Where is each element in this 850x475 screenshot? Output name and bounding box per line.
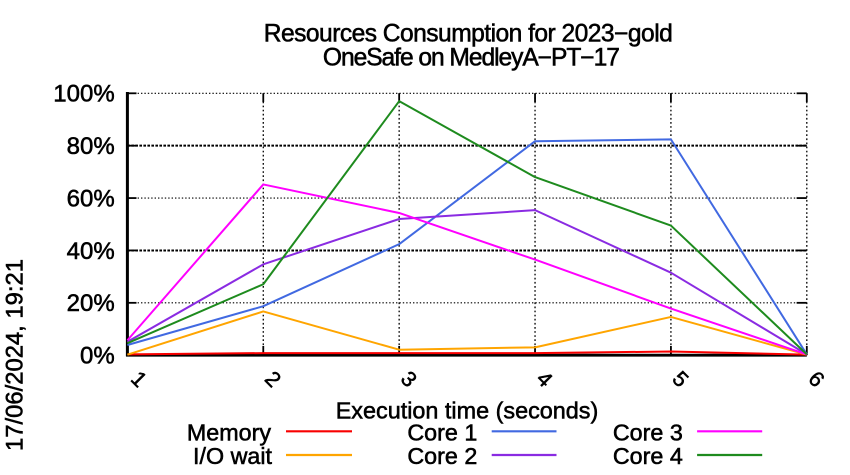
svg-text:40%: 40% [67,238,115,265]
svg-text:0%: 0% [80,343,115,370]
svg-text:20%: 20% [67,290,115,317]
svg-text:Execution time (seconds): Execution time (seconds) [336,397,599,423]
svg-text:80%: 80% [67,133,115,160]
svg-text:OneSafe on MedleyA−PT−17: OneSafe on MedleyA−PT−17 [323,45,620,72]
svg-text:Core 4: Core 4 [613,443,683,469]
svg-text:17/06/2024, 19:21: 17/06/2024, 19:21 [1,259,28,451]
svg-text:100%: 100% [53,81,114,108]
svg-text:Core 2: Core 2 [407,443,477,469]
svg-text:Memory: Memory [187,419,271,445]
svg-text:Resources Consumption for 2023: Resources Consumption for 2023−gold [264,21,673,48]
svg-text:60%: 60% [67,186,115,213]
svg-text:Core 3: Core 3 [613,419,683,445]
svg-text:Core 1: Core 1 [407,419,477,445]
svg-text:I/O wait: I/O wait [193,443,272,469]
